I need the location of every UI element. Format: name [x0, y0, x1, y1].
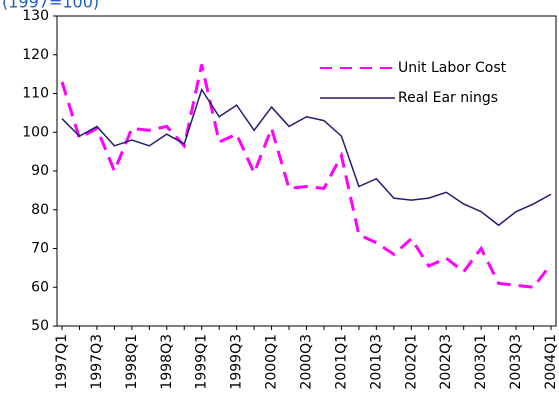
x-tick-label: 2002Q3: [438, 334, 454, 390]
x-tick-label: 2003Q3: [508, 334, 524, 390]
data-line: [60, 64, 553, 289]
y-tick-label: 70: [31, 241, 49, 257]
x-tick-label: 1997Q3: [89, 334, 105, 390]
y-tick-label: 120: [22, 47, 49, 63]
x-tick-label: 2002Q1: [403, 334, 419, 390]
y-tick-label: 80: [31, 202, 49, 218]
x-tick-label: 2001Q3: [368, 334, 384, 390]
y-tick-label: 100: [22, 124, 49, 140]
x-tick-label: 1999Q3: [229, 334, 245, 390]
legend-label: Real Ear nings: [398, 90, 498, 106]
x-tick-label: 1998Q1: [124, 334, 140, 390]
x-tick-label: 2003Q1: [473, 334, 489, 390]
x-tick-label: 2000Q1: [264, 334, 280, 390]
data-line: [61, 87, 552, 227]
x-tick-label: 2001Q1: [333, 334, 349, 390]
chart-subtitle: (1997=100): [2, 0, 99, 12]
y-tick-label: 50: [31, 318, 49, 334]
y-tick-label: 130: [22, 8, 49, 24]
x-tick-label: 1999Q1: [194, 334, 210, 390]
x-tick-label: 1998Q3: [159, 334, 175, 390]
x-tick-label: 2004Q1: [543, 334, 559, 390]
legend-label: Unit Labor Cost: [398, 60, 507, 76]
x-tick-label: 2000Q3: [299, 334, 315, 390]
y-tick-label: 90: [31, 163, 49, 179]
y-tick-label: 60: [31, 279, 49, 295]
y-tick-label: 110: [22, 86, 49, 102]
x-tick-label: 1997Q1: [54, 334, 70, 390]
